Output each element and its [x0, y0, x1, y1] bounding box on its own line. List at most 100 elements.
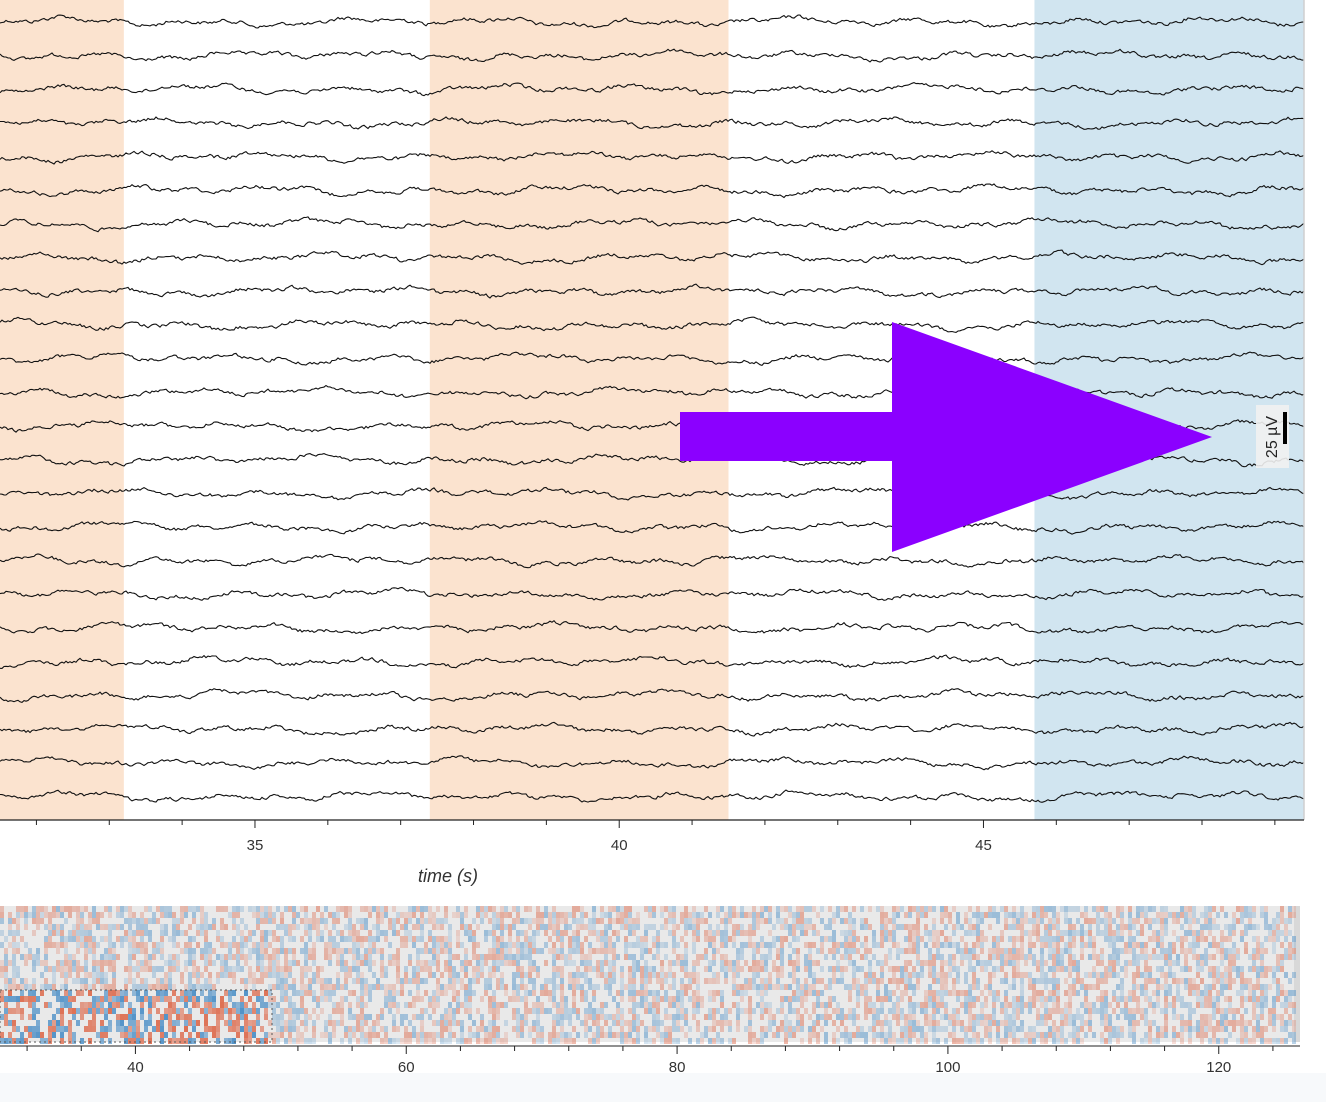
annotation-span-1[interactable] — [429, 0, 729, 820]
heat-cell — [552, 990, 556, 996]
heat-cell — [804, 954, 808, 960]
heat-cell — [68, 1020, 72, 1026]
heat-cell — [1272, 1014, 1276, 1020]
heat-cell — [360, 1014, 364, 1020]
channel-trace[interactable] — [0, 755, 1305, 771]
heat-cell — [140, 1008, 144, 1014]
heat-cell — [1088, 942, 1092, 948]
heat-cell — [860, 984, 864, 990]
heat-cell — [356, 996, 360, 1002]
channel-trace[interactable] — [0, 82, 1305, 97]
heat-cell — [668, 966, 672, 972]
heat-cell — [432, 1038, 436, 1044]
channel-trace[interactable] — [0, 520, 1305, 535]
heat-cell — [528, 1008, 532, 1014]
channel-trace[interactable] — [0, 351, 1305, 367]
heat-cell — [1056, 948, 1060, 954]
channel-trace[interactable] — [0, 216, 1305, 233]
heat-cell — [1072, 1038, 1076, 1044]
heat-cell — [340, 1008, 344, 1014]
heat-cell — [1012, 936, 1016, 942]
channel-trace[interactable] — [0, 721, 1305, 737]
heat-cell — [492, 954, 496, 960]
heat-cell — [304, 990, 308, 996]
heat-cell — [272, 1038, 276, 1044]
heat-cell — [636, 942, 640, 948]
heat-cell — [1040, 936, 1044, 942]
channel-trace[interactable] — [0, 150, 1305, 165]
channel-trace[interactable] — [0, 586, 1305, 601]
channel-trace[interactable] — [0, 688, 1305, 704]
heat-cell — [628, 1026, 632, 1032]
channel-trace[interactable] — [0, 654, 1305, 669]
heat-cell — [1052, 984, 1056, 990]
heat-cell — [932, 1032, 936, 1038]
channel-trace[interactable] — [0, 486, 1305, 501]
heat-cell — [1168, 954, 1172, 960]
heat-cell — [784, 1032, 788, 1038]
heat-cell — [1044, 996, 1048, 1002]
channel-trace[interactable] — [0, 116, 1305, 130]
heat-cell — [1000, 936, 1004, 942]
heat-cell — [544, 942, 548, 948]
heat-cell — [1224, 984, 1228, 990]
channel-trace[interactable] — [0, 249, 1305, 266]
heat-cell — [292, 978, 296, 984]
heat-cell — [712, 930, 716, 936]
heat-cell — [136, 942, 140, 948]
heat-cell — [36, 960, 40, 966]
channel-trace[interactable] — [0, 619, 1305, 635]
channel-trace[interactable] — [0, 48, 1304, 63]
heat-cell — [936, 972, 940, 978]
heat-cell — [880, 930, 884, 936]
heat-cell — [540, 984, 544, 990]
heat-cell — [588, 948, 592, 954]
heat-cell — [140, 930, 144, 936]
overview-viewport-rect[interactable] — [0, 989, 273, 1043]
heat-cell — [608, 936, 612, 942]
heat-cell — [148, 1014, 152, 1020]
heat-cell — [280, 1014, 284, 1020]
heat-cell — [340, 936, 344, 942]
heat-cell — [820, 942, 824, 948]
heat-cell — [520, 984, 524, 990]
heat-cell — [1100, 906, 1104, 912]
heat-cell — [660, 912, 664, 918]
channel-trace[interactable] — [0, 183, 1305, 199]
channel-trace[interactable] — [0, 553, 1305, 569]
heat-cell — [504, 1032, 508, 1038]
heat-cell — [888, 1020, 892, 1026]
heat-cell — [868, 924, 872, 930]
heat-cell — [1172, 996, 1176, 1002]
heat-cell — [576, 1008, 580, 1014]
heat-cell — [684, 1008, 688, 1014]
heat-cell — [480, 1038, 484, 1044]
heat-cell — [1284, 948, 1288, 954]
heat-cell — [8, 978, 12, 984]
heat-cell — [72, 936, 76, 942]
heat-cell — [1112, 966, 1116, 972]
heat-cell — [760, 912, 764, 918]
heat-cell — [560, 912, 564, 918]
heat-cell — [460, 942, 464, 948]
channel-trace[interactable] — [0, 316, 1305, 333]
heat-cell — [424, 1038, 428, 1044]
heat-cell — [976, 906, 980, 912]
heat-cell — [704, 966, 708, 972]
heat-cell — [440, 1020, 444, 1026]
annotation-span-0[interactable] — [0, 0, 124, 820]
heat-cell — [1100, 978, 1104, 984]
heat-cell — [1160, 1026, 1164, 1032]
heat-cell — [312, 942, 316, 948]
heat-cell — [268, 912, 272, 918]
channel-trace[interactable] — [0, 14, 1305, 29]
heat-cell — [1188, 912, 1192, 918]
heat-cell — [1244, 984, 1248, 990]
heat-cell — [320, 1032, 324, 1038]
heat-cell — [1188, 906, 1192, 912]
heat-cell — [496, 948, 500, 954]
channel-trace[interactable] — [0, 789, 1305, 803]
channel-trace[interactable] — [0, 283, 1305, 299]
heat-cell — [980, 942, 984, 948]
overview-heatmap[interactable]: 40 60 80 100 120 — [0, 906, 1300, 1076]
